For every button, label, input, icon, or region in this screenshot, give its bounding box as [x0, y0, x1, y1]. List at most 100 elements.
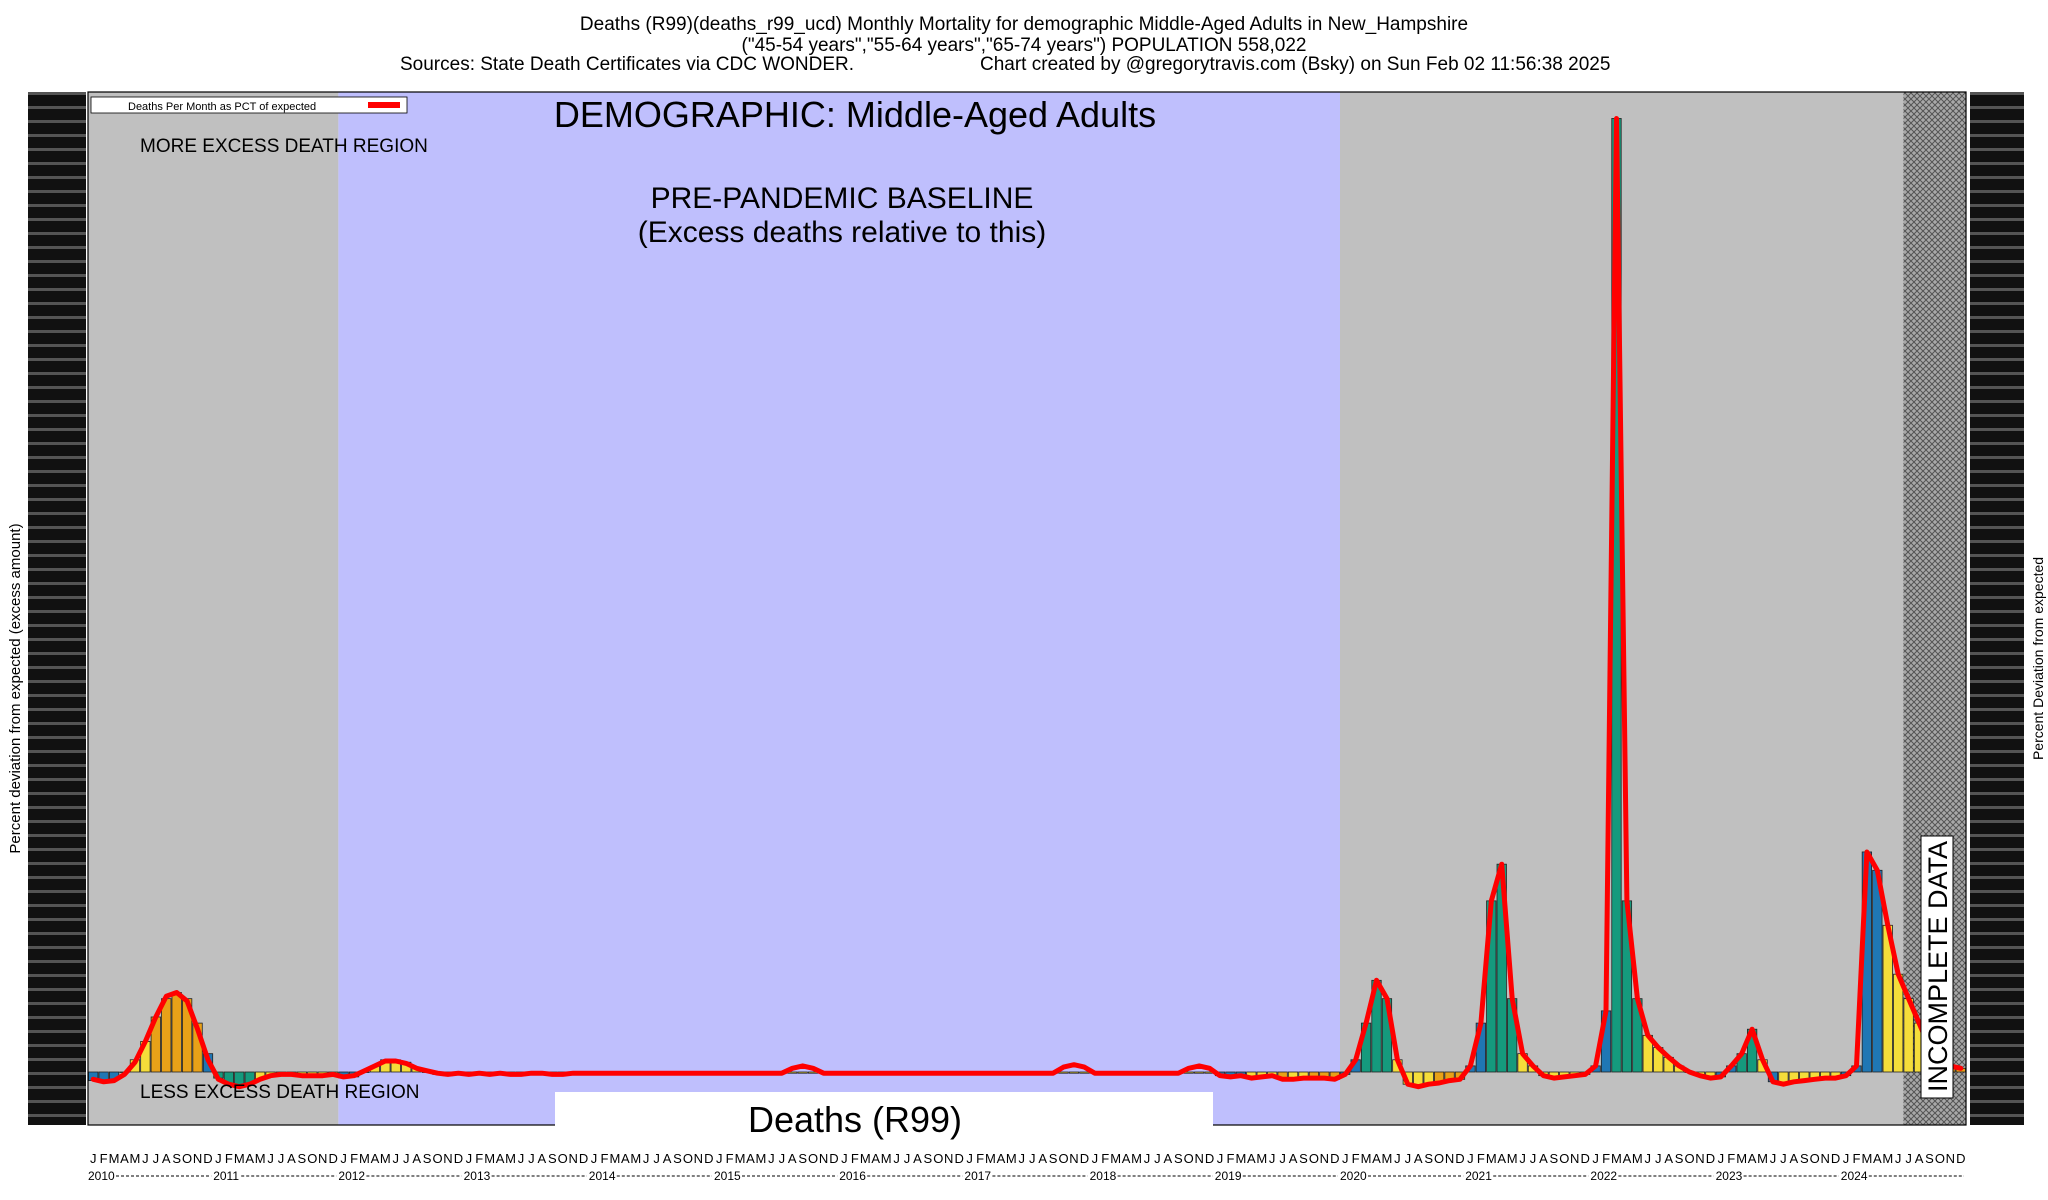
year-tick-label: 2016: [839, 1169, 866, 1183]
right-tick: [1970, 204, 2024, 207]
month-tick-label: A: [663, 1151, 672, 1166]
right-tick: [1970, 610, 2024, 613]
month-tick-label: S: [1049, 1151, 1058, 1166]
right-tick: [1970, 750, 2024, 753]
left-tick: [28, 302, 86, 305]
month-tick-label: M: [1632, 1151, 1643, 1166]
right-tick: [1970, 764, 2024, 767]
month-tick-label: A: [162, 1151, 171, 1166]
incomplete-data-tag: INCOMPLETE DATA: [1920, 835, 1954, 1099]
month-tick-label: J: [1718, 1151, 1725, 1166]
left-tick: [28, 414, 86, 417]
year-tick-label: 2012: [338, 1169, 365, 1183]
right-tick: [1970, 1030, 2024, 1033]
month-tick-label: S: [673, 1151, 682, 1166]
month-tick-label: F: [1852, 1151, 1860, 1166]
right-tick: [1970, 1072, 2024, 1075]
month-tick-label: J: [1655, 1151, 1662, 1166]
month-tick-label: F: [350, 1151, 358, 1166]
month-tick-label: S: [1299, 1151, 1308, 1166]
month-tick-label: A: [913, 1151, 922, 1166]
right-tick: [1970, 442, 2024, 445]
left-tick: [28, 428, 86, 431]
month-tick-label: O: [1184, 1151, 1194, 1166]
left-tick: [28, 568, 86, 571]
month-tick-label: M: [1882, 1151, 1893, 1166]
left-tick: [28, 134, 86, 137]
left-tick: [28, 260, 86, 263]
month-tick-label: M: [1507, 1151, 1518, 1166]
right-tick: [1970, 960, 2024, 963]
month-tick-label: O: [1935, 1151, 1945, 1166]
month-tick-label: A: [412, 1151, 421, 1166]
month-tick-label: F: [600, 1151, 608, 1166]
month-tick-label: J: [278, 1151, 285, 1166]
right-tick: [1970, 274, 2024, 277]
month-tick-label: M: [130, 1151, 141, 1166]
month-tick-label: J: [966, 1151, 973, 1166]
month-tick-label: S: [1424, 1151, 1433, 1166]
year-tick-label: 2018: [1090, 1169, 1117, 1183]
month-tick-label: S: [924, 1151, 933, 1166]
year-tick-label: 2023: [1716, 1169, 1743, 1183]
right-tick: [1970, 288, 2024, 291]
month-tick-label: J: [267, 1151, 274, 1166]
month-tick-label: J: [768, 1151, 775, 1166]
month-tick-label: J: [215, 1151, 222, 1166]
month-tick-label: A: [746, 1151, 755, 1166]
month-tick-label: S: [548, 1151, 557, 1166]
month-tick-label: A: [1664, 1151, 1673, 1166]
left-tick: [28, 1072, 86, 1075]
month-tick-label: F: [1101, 1151, 1109, 1166]
month-tick-label: M: [1757, 1151, 1768, 1166]
right-tick: [1970, 344, 2024, 347]
month-tick-label: J: [1269, 1151, 1276, 1166]
month-tick-label: J: [1217, 1151, 1224, 1166]
baseline-label: PRE-PANDEMIC BASELINE: [651, 182, 1034, 215]
month-tick-label: M: [484, 1151, 495, 1166]
right-tick: [1970, 834, 2024, 837]
month-tick-label: M: [359, 1151, 370, 1166]
month-tick-label: O: [808, 1151, 818, 1166]
month-tick-label: J: [1144, 1151, 1151, 1166]
left-tick: [28, 792, 86, 795]
right-tick: [1970, 778, 2024, 781]
year-tick-label: 2020: [1340, 1169, 1367, 1183]
left-tick: [28, 540, 86, 543]
more-excess-label: MORE EXCESS DEATH REGION: [140, 136, 428, 157]
month-tick-label: S: [1550, 1151, 1559, 1166]
left-tick: [28, 274, 86, 277]
month-tick-label: F: [1226, 1151, 1234, 1166]
right-tick: [1970, 624, 2024, 627]
right-tick: [1970, 386, 2024, 389]
left-tick: [28, 806, 86, 809]
month-tick-label: A: [1748, 1151, 1757, 1166]
right-tick: [1970, 1114, 2024, 1117]
left-tick: [28, 918, 86, 921]
bar: [171, 992, 182, 1073]
right-tick: [1970, 218, 2024, 221]
right-tick: [1970, 820, 2024, 823]
left-tick: [28, 316, 86, 319]
left-tick: [28, 344, 86, 347]
right-tick: [1970, 358, 2024, 361]
month-tick-label: A: [621, 1151, 630, 1166]
left-tick: [28, 680, 86, 683]
right-tick: [1970, 316, 2024, 319]
month-tick-label: F: [475, 1151, 483, 1166]
right-tick: [1970, 596, 2024, 599]
left-tick: [28, 876, 86, 879]
month-tick-label: J: [904, 1151, 911, 1166]
month-tick-label: O: [1434, 1151, 1444, 1166]
month-tick-label: N: [1445, 1151, 1454, 1166]
bar: [1194, 1071, 1205, 1074]
left-tick: [28, 890, 86, 893]
month-tick-label: N: [1820, 1151, 1829, 1166]
month-tick-label: J: [1342, 1151, 1349, 1166]
month-tick-label: N: [1194, 1151, 1203, 1166]
month-tick-label: M: [1382, 1151, 1393, 1166]
left-tick: [28, 232, 86, 235]
month-tick-label: F: [1727, 1151, 1735, 1166]
right-tick: [1970, 862, 2024, 865]
